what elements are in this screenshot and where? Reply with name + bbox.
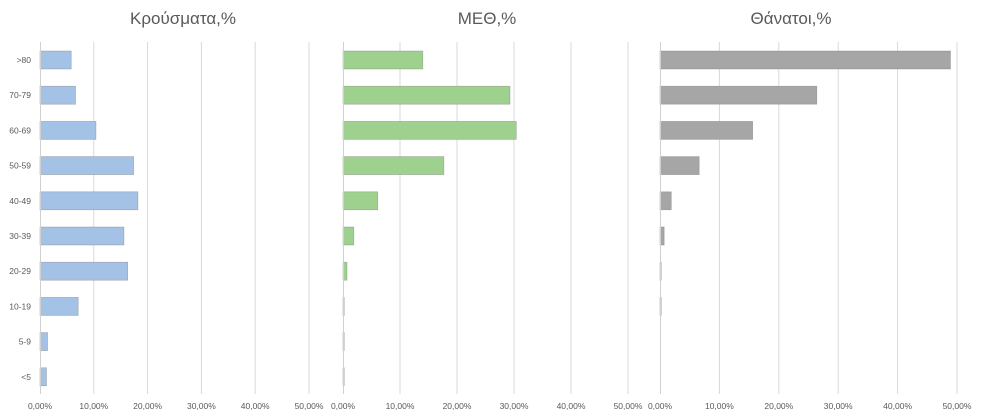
x-tick-label: 20,00% <box>133 401 162 411</box>
category-label: 30-39 <box>9 231 31 241</box>
bar <box>342 156 445 175</box>
bar <box>39 121 97 140</box>
x-tick-label: 0,00% <box>648 401 673 411</box>
x-tick-label: 10,00% <box>705 401 734 411</box>
x-tick-label: 40,00% <box>241 401 270 411</box>
x-tick-label: 50,00% <box>943 401 972 411</box>
category-label: 50-59 <box>9 161 31 171</box>
bar <box>39 226 125 246</box>
x-tick-label: 20,00% <box>443 401 472 411</box>
bar <box>39 297 79 316</box>
category-label: 20-29 <box>9 266 31 276</box>
bar <box>342 50 424 70</box>
x-tick-label: 30,00% <box>824 401 853 411</box>
bar <box>39 85 76 105</box>
chart-title: Κρούσματα,% <box>130 9 236 28</box>
x-tick-label: 10,00% <box>79 401 108 411</box>
x-tick-label: 50,00% <box>295 401 324 411</box>
category-label: 40-49 <box>9 196 31 206</box>
bar <box>39 191 139 211</box>
x-tick-label: 10,00% <box>386 401 415 411</box>
bar <box>39 261 128 281</box>
chart-title: ΜΕΘ,% <box>458 9 517 28</box>
bar <box>342 191 379 211</box>
category-label: >80 <box>17 55 32 65</box>
x-tick-label: 40,00% <box>883 401 912 411</box>
x-tick-label: 50,00% <box>614 401 643 411</box>
bar <box>39 156 134 175</box>
category-label: 10-19 <box>9 301 31 311</box>
bar <box>659 85 818 105</box>
bar <box>39 50 72 70</box>
bar <box>342 226 355 246</box>
x-tick-label: 30,00% <box>500 401 529 411</box>
x-tick-label: 20,00% <box>764 401 793 411</box>
x-tick-label: 40,00% <box>557 401 586 411</box>
bar <box>659 191 672 211</box>
bar <box>39 332 48 351</box>
chart-title: Θάνατοι,% <box>751 9 832 28</box>
bar <box>659 121 753 140</box>
bar <box>659 156 700 175</box>
x-tick-label: 30,00% <box>187 401 216 411</box>
x-tick-label: 0,00% <box>28 401 53 411</box>
x-tick-label: 0,00% <box>331 401 356 411</box>
category-label: <5 <box>21 372 31 382</box>
category-label: 60-69 <box>9 125 31 135</box>
bar <box>659 50 951 70</box>
category-label: 5-9 <box>19 337 32 347</box>
category-label: 70-79 <box>9 90 31 100</box>
bar <box>342 121 517 140</box>
bar <box>342 85 511 105</box>
